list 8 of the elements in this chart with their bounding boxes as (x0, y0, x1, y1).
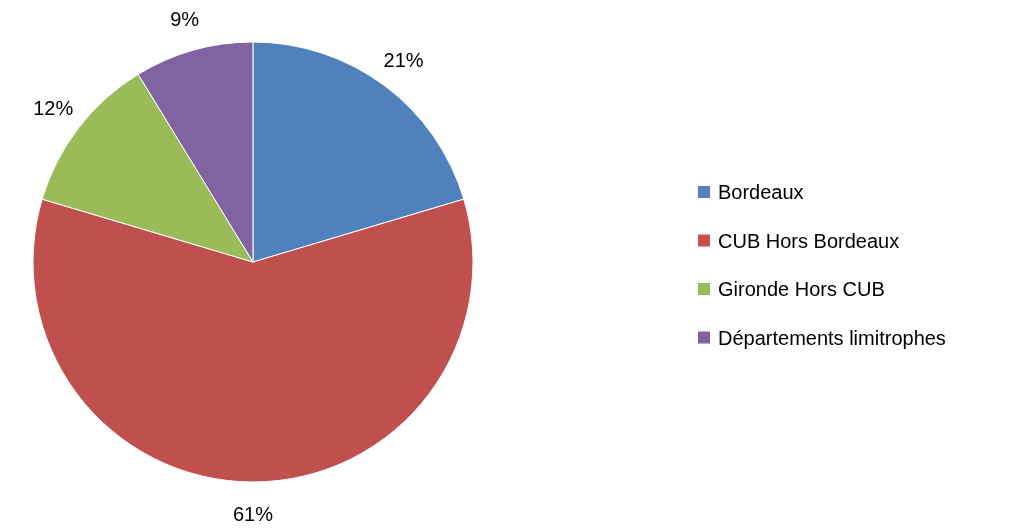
data-label: 21% (383, 48, 424, 71)
data-label: 61% (232, 503, 274, 525)
data-label: 12% (33, 97, 74, 120)
legend-label: CUB Hors Bordeaux (718, 229, 900, 252)
legend-label: Gironde Hors CUB (718, 278, 885, 300)
legend-label: Bordeaux (718, 181, 804, 203)
legend-label: Départements limitrophes (718, 326, 946, 349)
data-label: 9% (170, 8, 200, 31)
